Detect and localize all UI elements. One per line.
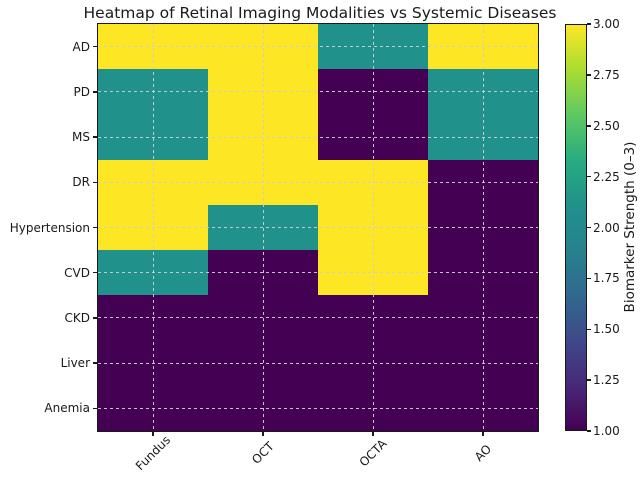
heatmap-cell (98, 385, 208, 431)
heatmap-cell (318, 159, 428, 205)
y-tick (93, 45, 98, 48)
y-tick-label: Liver (60, 356, 90, 371)
y-tick-label: CKD (64, 310, 91, 325)
x-tick-label: Fundus (132, 432, 174, 474)
heatmap-cell (208, 204, 318, 251)
heatmap-cell (208, 250, 318, 296)
colorbar-tick-label: 2.00 (593, 220, 620, 235)
x-tick (372, 431, 374, 436)
heatmap-cell (98, 250, 208, 296)
heatmap-cell (428, 114, 538, 160)
heatmap-cell (428, 340, 538, 386)
colorbar-tick (587, 277, 591, 280)
heatmap-cell (318, 69, 428, 115)
colorbar-tick-label: 1.75 (593, 271, 620, 286)
y-tick (93, 91, 98, 93)
heatmap-cell (98, 24, 208, 70)
colorbar-tick-label: 2.25 (593, 169, 620, 184)
colorbar-tick (587, 328, 591, 330)
heatmap-cell (318, 114, 428, 160)
x-tick-label: AO (471, 441, 495, 465)
x-tick (262, 431, 264, 436)
colorbar-tick (587, 175, 591, 178)
colorbar-tick-label: 1.00 (593, 424, 620, 438)
colorbar-tick (587, 430, 591, 432)
heatmap-cell (428, 159, 538, 205)
y-tick-label: Hypertension (9, 220, 90, 235)
y-tick-label: CVD (64, 265, 90, 280)
heatmap-cell (98, 295, 208, 341)
heatmap-cell (208, 295, 318, 341)
colorbar-tick (587, 379, 591, 381)
heatmap-cell (98, 340, 208, 386)
colorbar-tick (587, 74, 591, 76)
heatmap-cell (318, 250, 428, 296)
heatmap-cell (98, 159, 208, 205)
heatmap-cell (428, 204, 538, 251)
heatmap-cell (208, 159, 318, 205)
heatmap-cell (208, 114, 318, 160)
x-tick-label: OCT (249, 439, 277, 467)
y-tick (93, 362, 98, 364)
colorbar-tick-label: 2.75 (593, 67, 620, 82)
colorbar-tick-label: 3.00 (593, 17, 620, 31)
heatmap-cell (318, 204, 428, 251)
colorbar-tick-label: 1.50 (593, 322, 620, 337)
y-tick (93, 271, 98, 274)
colorbar-tick-label: 1.25 (593, 373, 620, 388)
y-tick (93, 407, 98, 410)
colorbar (565, 24, 587, 431)
colorbar-tick (587, 226, 591, 229)
y-tick-label: MS (72, 130, 90, 145)
colorbar-tick (587, 125, 591, 127)
colorbar-label: Biomarker Strength (0–3) (622, 141, 638, 313)
heatmap-cell (428, 295, 538, 341)
y-tick (93, 317, 98, 319)
colorbar-tick (587, 23, 591, 25)
heatmap-cell (208, 385, 318, 431)
heatmap-cell (318, 340, 428, 386)
heatmap-cell (428, 24, 538, 70)
y-tick-label: Anemia (44, 401, 90, 416)
x-tick-label: OCTA (356, 436, 390, 470)
chart-title: Heatmap of Retinal Imaging Modalities vs… (83, 4, 557, 22)
y-tick-label: AD (72, 39, 90, 54)
y-tick (93, 181, 98, 184)
y-tick-label: PD (73, 84, 90, 99)
heatmap-cell (208, 69, 318, 115)
heatmap-cell (208, 24, 318, 70)
x-tick (482, 431, 484, 436)
heatmap-cell (428, 69, 538, 115)
heatmap-cell (98, 114, 208, 160)
heatmap-cell (98, 69, 208, 115)
y-tick (93, 226, 98, 229)
heatmap-cell (428, 250, 538, 296)
colorbar-tick-label: 2.50 (593, 118, 620, 133)
x-tick (152, 431, 154, 436)
y-tick-label: DR (72, 175, 90, 190)
plot-area (97, 23, 539, 432)
heatmap-cell (98, 204, 208, 251)
heatmap-cell (208, 340, 318, 386)
y-tick (93, 136, 98, 138)
heatmap-cell (318, 385, 428, 431)
heatmap-cell (318, 24, 428, 70)
heatmap-cell (428, 385, 538, 431)
heatmap-grid (98, 24, 538, 431)
heatmap-cell (318, 295, 428, 341)
